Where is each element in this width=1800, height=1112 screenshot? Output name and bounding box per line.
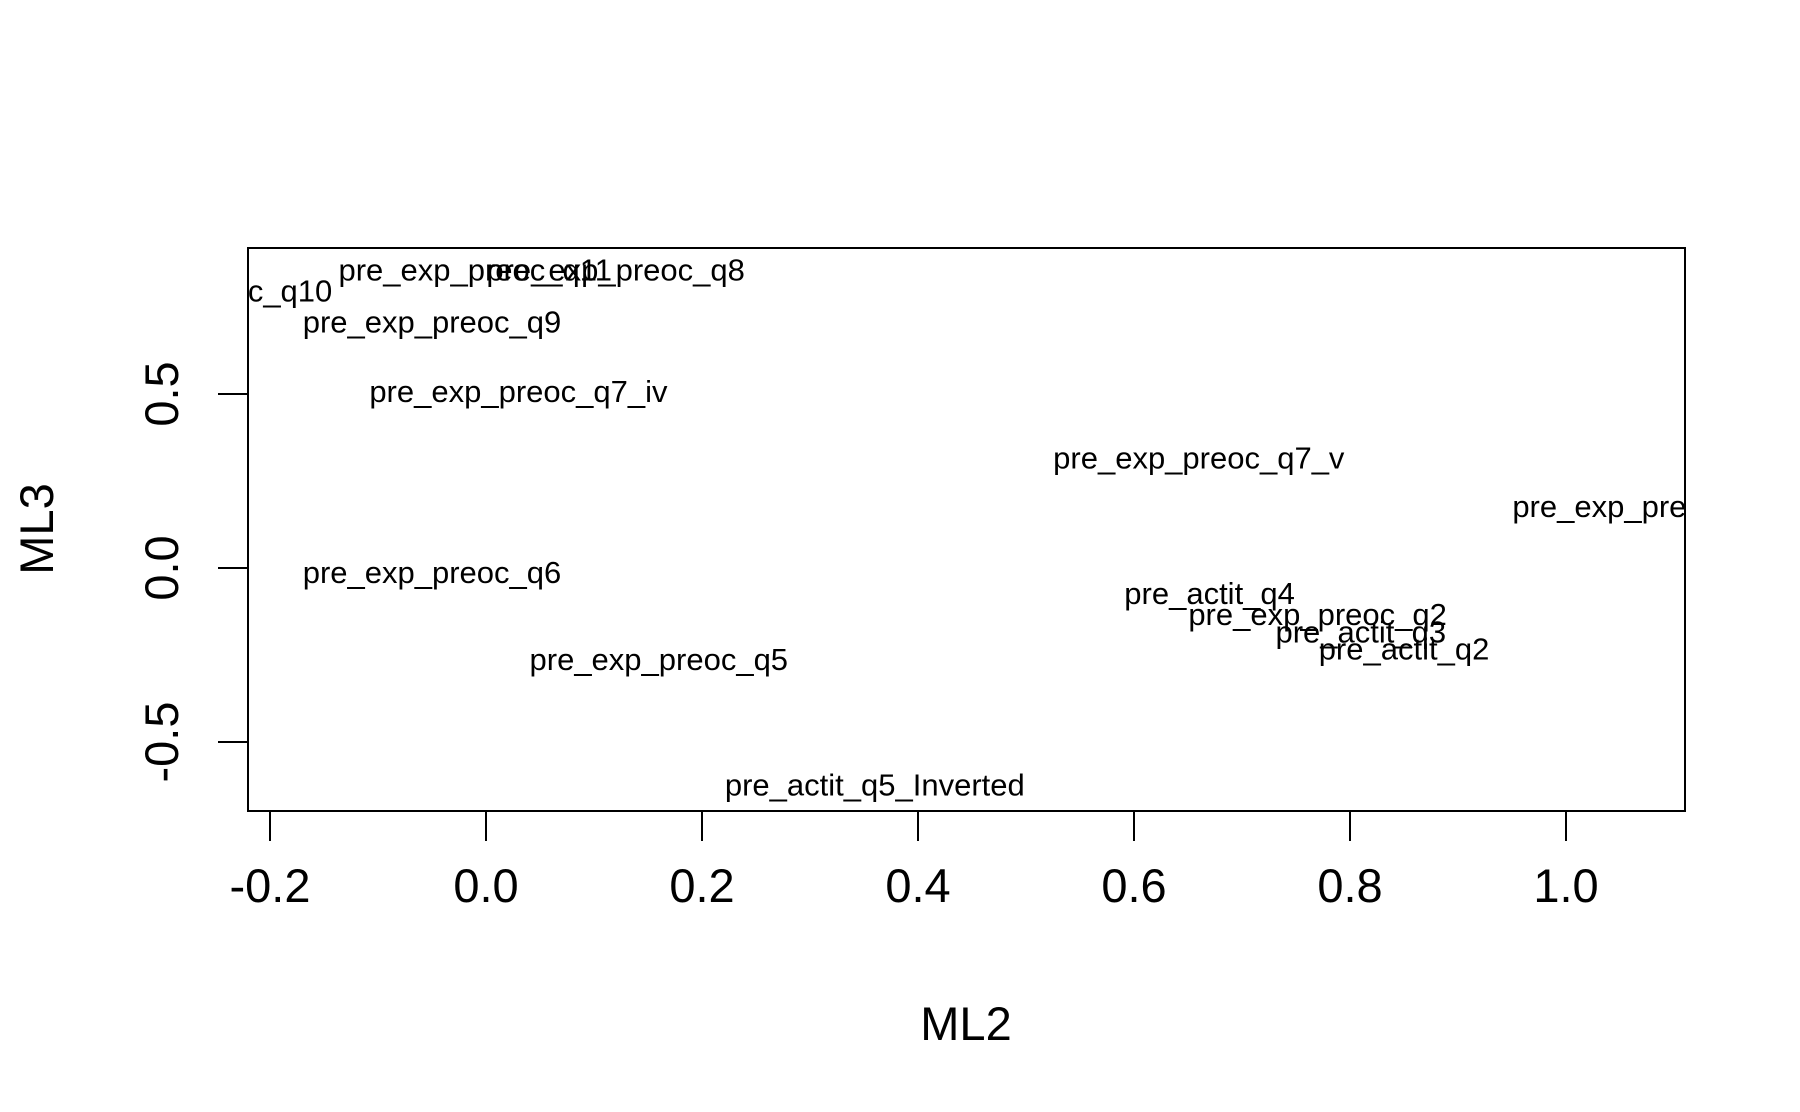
point-label: pre_exp_preoc_q7_iv (369, 374, 668, 409)
y-tick-label: 0.5 (135, 361, 188, 426)
point-label: pre_exp_preoc_q1 (1512, 489, 1771, 524)
x-axis: -0.2 0.0 0.2 0.4 0.6 0.8 1.0 (230, 810, 1599, 912)
x-tick-label: 0.6 (1101, 859, 1166, 912)
x-axis-title: ML2 (920, 997, 1011, 1050)
point-label: pre_exp_preoc_q11 (338, 252, 611, 287)
point-label: pre_exp_preoc_q5 (530, 642, 789, 677)
point-label: pre_actit_q4 (1124, 576, 1295, 611)
x-tick-label: 0.0 (453, 859, 518, 912)
y-tick-label: 0.0 (135, 535, 188, 600)
x-tick-label: 0.8 (1317, 859, 1382, 912)
point-label: pre_actit_q3 (1275, 614, 1446, 649)
y-axis-title: ML3 (10, 483, 63, 574)
point-label: pre_exp_preoc_q9 (303, 305, 562, 340)
point-label: pre_exp_preoc_q6 (303, 555, 562, 590)
y-tick-label: -0.5 (135, 702, 188, 783)
y-axis: -0.5 0.0 0.5 (135, 361, 249, 783)
point-label: pre_exp_preoc_q7_v (1053, 440, 1345, 475)
point-label: pre_exp_preoc_q8 (486, 252, 745, 287)
x-tick-label: 1.0 (1533, 859, 1598, 912)
point-label: pre_actit_q5_Inverted (725, 767, 1025, 802)
point-label: pre_exp_preoc_q2 (1188, 597, 1447, 632)
point-label: pre_exp_preoc_q10 (57, 273, 333, 308)
point-label: pre_actit_q2 (1319, 632, 1490, 667)
x-tick-label: -0.2 (230, 859, 311, 912)
x-tick-label: 0.4 (885, 859, 950, 912)
x-tick-label: 0.2 (669, 859, 734, 912)
